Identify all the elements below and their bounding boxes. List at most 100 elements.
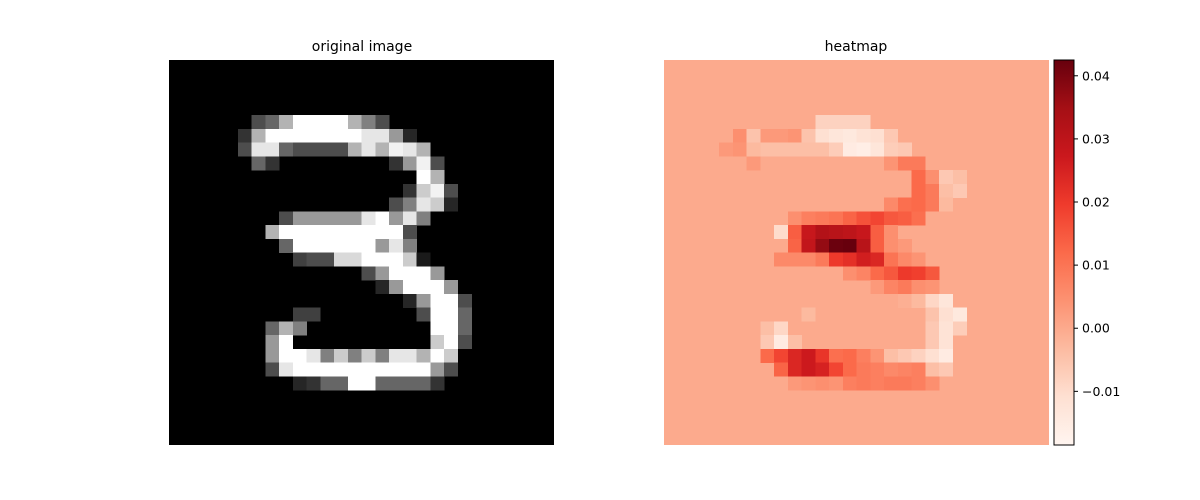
image-pixel xyxy=(265,348,280,363)
heatmap-cell xyxy=(801,348,816,363)
heatmap-cell xyxy=(774,321,789,336)
image-pixel xyxy=(265,115,280,130)
image-pixel xyxy=(265,321,280,336)
image-pixel xyxy=(430,362,445,377)
image-pixel xyxy=(320,238,335,253)
image-pixel xyxy=(375,211,390,226)
image-pixel xyxy=(361,238,376,253)
image-pixel xyxy=(251,115,266,130)
image-pixel xyxy=(361,142,376,157)
image-pixel xyxy=(292,142,307,157)
heatmap-cell xyxy=(746,128,761,143)
heatmap-cell xyxy=(884,348,899,363)
image-pixel xyxy=(375,142,390,157)
image-pixel xyxy=(334,142,349,157)
heatmap-cell xyxy=(870,376,885,391)
image-pixel xyxy=(402,252,417,267)
heatmap-cell xyxy=(952,307,967,322)
image-pixel xyxy=(416,183,431,198)
heatmap-cell xyxy=(842,376,857,391)
heatmap-cell xyxy=(856,225,871,240)
heatmap-cell xyxy=(897,238,912,253)
heatmap-cell xyxy=(870,142,885,157)
image-pixel xyxy=(361,252,376,267)
heatmap-cell xyxy=(911,376,926,391)
image-pixel xyxy=(457,335,472,350)
colorbar-gradient xyxy=(1054,60,1074,445)
image-pixel xyxy=(430,280,445,295)
heatmap-cell xyxy=(870,348,885,363)
heatmap-cell xyxy=(925,376,940,391)
heatmap-cell xyxy=(870,252,885,267)
image-pixel xyxy=(279,348,294,363)
heatmap-cell xyxy=(774,142,789,157)
heatmap-cell xyxy=(884,376,899,391)
image-pixel xyxy=(306,211,321,226)
heatmap-cell xyxy=(842,225,857,240)
heatmap-cell xyxy=(911,156,926,171)
image-pixel xyxy=(334,211,349,226)
heatmap-cell xyxy=(856,266,871,281)
heatmap-cell xyxy=(884,142,899,157)
image-pixel xyxy=(375,376,390,391)
heatmap-cell xyxy=(884,280,899,295)
image-pixel xyxy=(347,376,362,391)
heatmap-cell xyxy=(842,348,857,363)
image-pixel xyxy=(265,128,280,143)
image-pixel xyxy=(375,115,390,130)
heatmap-cell xyxy=(870,362,885,377)
heatmap-cell xyxy=(774,362,789,377)
image-pixel xyxy=(402,142,417,157)
heatmap-cell xyxy=(760,142,775,157)
heatmap-cell xyxy=(774,128,789,143)
image-pixel xyxy=(416,142,431,157)
heatmap-cell xyxy=(842,238,857,253)
image-pixel xyxy=(416,348,431,363)
image-pixel xyxy=(430,266,445,281)
image-pixel xyxy=(361,348,376,363)
image-pixel xyxy=(306,238,321,253)
image-pixel xyxy=(320,252,335,267)
heatmap-cell xyxy=(897,156,912,171)
image-pixel xyxy=(279,115,294,130)
image-pixel xyxy=(402,362,417,377)
heatmap-cell xyxy=(884,211,899,226)
image-pixel xyxy=(279,211,294,226)
heatmap-cell xyxy=(939,362,954,377)
heatmap-cell xyxy=(856,115,871,130)
heatmap-cell xyxy=(925,197,940,212)
image-pixel xyxy=(292,348,307,363)
heatmap-cell xyxy=(870,211,885,226)
heatmap-cell xyxy=(829,225,844,240)
original-image-pixel-grid xyxy=(169,60,554,445)
image-pixel xyxy=(334,225,349,240)
image-pixel xyxy=(347,142,362,157)
image-pixel xyxy=(416,307,431,322)
heatmap-cell xyxy=(925,170,940,185)
image-pixel xyxy=(457,307,472,322)
heatmap-cell xyxy=(856,128,871,143)
heatmap-cell xyxy=(897,211,912,226)
image-pixel xyxy=(430,293,445,308)
heatmap-cell xyxy=(829,252,844,267)
heatmap-cell xyxy=(801,142,816,157)
heatmap-cell xyxy=(856,211,871,226)
image-pixel xyxy=(389,225,404,240)
image-pixel xyxy=(361,115,376,130)
image-pixel xyxy=(347,252,362,267)
image-pixel xyxy=(361,128,376,143)
heatmap-cell xyxy=(884,197,899,212)
heatmap-cell xyxy=(911,197,926,212)
image-pixel xyxy=(292,376,307,391)
image-pixel xyxy=(292,128,307,143)
heatmap-cell xyxy=(774,335,789,350)
heatmap-cell xyxy=(732,142,747,157)
heatmap-pixel-grid xyxy=(664,60,1049,445)
image-pixel xyxy=(402,266,417,281)
heatmap-cell xyxy=(925,293,940,308)
colorbar-tick-label: 0.03 xyxy=(1082,131,1110,146)
original-image-title: original image xyxy=(312,39,412,55)
image-pixel xyxy=(279,142,294,157)
image-pixel xyxy=(320,362,335,377)
heatmap-cell xyxy=(897,293,912,308)
